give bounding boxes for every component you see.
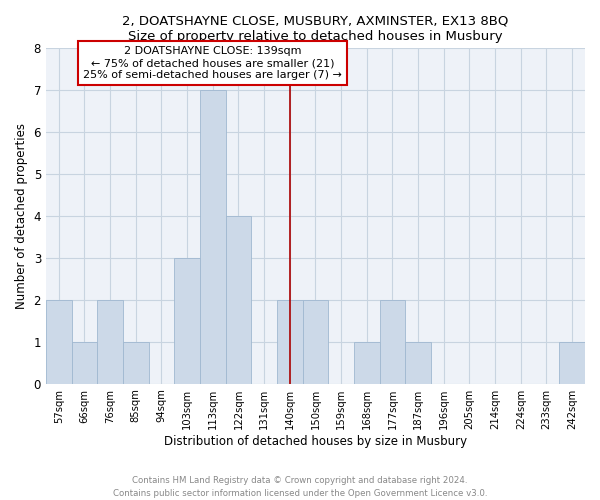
Text: Contains HM Land Registry data © Crown copyright and database right 2024.
Contai: Contains HM Land Registry data © Crown c… — [113, 476, 487, 498]
Bar — [302, 300, 328, 384]
Bar — [380, 300, 406, 384]
Text: 2 DOATSHAYNE CLOSE: 139sqm
← 75% of detached houses are smaller (21)
25% of semi: 2 DOATSHAYNE CLOSE: 139sqm ← 75% of deta… — [83, 46, 342, 80]
Bar — [559, 342, 585, 384]
Bar — [46, 300, 71, 384]
X-axis label: Distribution of detached houses by size in Musbury: Distribution of detached houses by size … — [164, 434, 467, 448]
Y-axis label: Number of detached properties: Number of detached properties — [15, 123, 28, 309]
Bar — [97, 300, 123, 384]
Bar — [277, 300, 302, 384]
Bar — [71, 342, 97, 384]
Bar — [406, 342, 431, 384]
Bar — [200, 90, 226, 384]
Bar — [226, 216, 251, 384]
Bar — [174, 258, 200, 384]
Bar — [354, 342, 380, 384]
Bar — [123, 342, 149, 384]
Title: 2, DOATSHAYNE CLOSE, MUSBURY, AXMINSTER, EX13 8BQ
Size of property relative to d: 2, DOATSHAYNE CLOSE, MUSBURY, AXMINSTER,… — [122, 15, 509, 43]
